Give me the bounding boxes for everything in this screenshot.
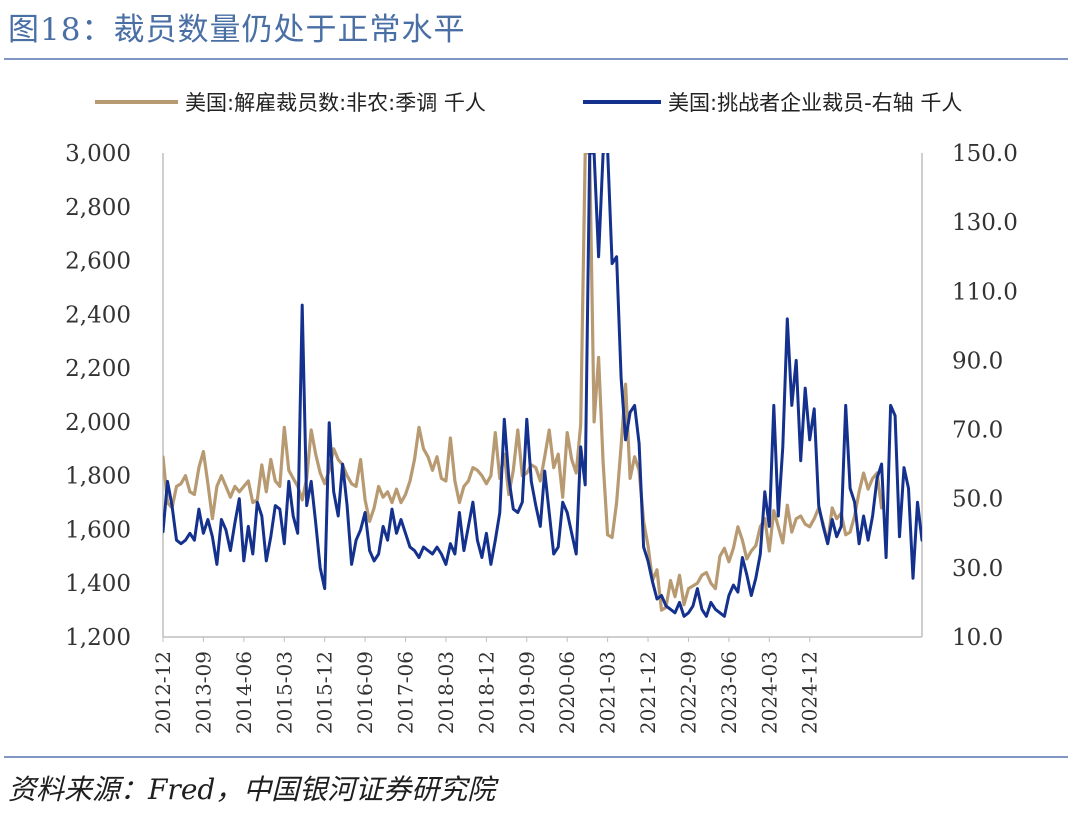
source-note: 资料来源：Fred，中国银河证券研究院 bbox=[8, 773, 496, 806]
y-right-tick-label: 10.0 bbox=[952, 625, 1003, 651]
x-tick-label: 2013-09 bbox=[191, 651, 215, 734]
series-lines bbox=[163, 153, 922, 618]
y-left-tick-label: 1,400 bbox=[65, 571, 131, 597]
x-tick-label: 2023-06 bbox=[717, 651, 741, 734]
x-tick-label: 2018-03 bbox=[434, 651, 458, 734]
x-tick-label: 2012-12 bbox=[151, 651, 175, 734]
x-tick-label: 2024-03 bbox=[757, 651, 781, 734]
x-tick-label: 2020-06 bbox=[555, 651, 579, 734]
y-right-tick-label: 70.0 bbox=[952, 418, 1003, 444]
bottom-rule bbox=[4, 756, 1068, 758]
x-tick-label: 2015-12 bbox=[313, 651, 337, 734]
y-left-tick-label: 2,000 bbox=[65, 410, 131, 436]
legend-item-challenger-layoffs: 美国:挑战者企业裁员-右轴 千人 bbox=[583, 91, 962, 115]
y-left-tick-label: 3,000 bbox=[65, 141, 131, 167]
y-right-tick-label: 150.0 bbox=[952, 141, 1018, 167]
x-tick-label: 2021-03 bbox=[596, 651, 620, 734]
x-tick-label: 2024-12 bbox=[798, 651, 822, 734]
y-left-tick-label: 2,600 bbox=[65, 249, 131, 275]
y-left-tick-label: 2,400 bbox=[65, 302, 131, 328]
y-right-tick-label: 50.0 bbox=[952, 487, 1003, 513]
series-line-challenger-layoffs bbox=[163, 153, 922, 618]
y-right-tick-label: 90.0 bbox=[952, 348, 1003, 374]
y-right-tick-label: 30.0 bbox=[952, 556, 1003, 582]
x-tick-label: 2019-09 bbox=[515, 651, 539, 734]
y-left-tick-label: 1,800 bbox=[65, 464, 131, 490]
line-chart: 美国:解雇裁员数:非农:季调 千人 美国:挑战者企业裁员-右轴 千人 1,2001… bbox=[65, 91, 1018, 734]
legend-label: 美国:解雇裁员数:非农:季调 千人 bbox=[185, 91, 486, 115]
y-left-tick-label: 1,200 bbox=[65, 625, 131, 651]
x-tick-label: 2015-03 bbox=[272, 651, 296, 734]
y-right-tick-label: 130.0 bbox=[952, 210, 1018, 236]
figure-title: 图18：裁员数量仍处于正常水平 bbox=[8, 12, 466, 48]
legend: 美国:解雇裁员数:非农:季调 千人 美国:挑战者企业裁员-右轴 千人 bbox=[95, 91, 962, 115]
y-left-tick-label: 2,200 bbox=[65, 356, 131, 382]
top-rule bbox=[4, 58, 1068, 60]
x-tick-label: 2017-06 bbox=[394, 651, 418, 734]
axes: 1,200 1,400 1,600 1,800 2,000 2,200 2,400 2,600… bbox=[65, 141, 1018, 734]
legend-item-nonfarm-layoffs: 美国:解雇裁员数:非农:季调 千人 bbox=[95, 91, 486, 115]
x-tick-label: 2022-09 bbox=[676, 651, 700, 734]
x-tick-label: 2016-09 bbox=[353, 651, 377, 734]
x-tick-label: 2014-06 bbox=[232, 651, 256, 734]
y-left-tick-label: 2,800 bbox=[65, 195, 131, 221]
x-tick-label: 2021-12 bbox=[636, 651, 660, 734]
y-left-tick-label: 1,600 bbox=[65, 517, 131, 543]
x-tick-label: 2018-12 bbox=[474, 651, 498, 734]
legend-label: 美国:挑战者企业裁员-右轴 千人 bbox=[668, 91, 962, 115]
y-right-tick-label: 110.0 bbox=[952, 279, 1018, 305]
